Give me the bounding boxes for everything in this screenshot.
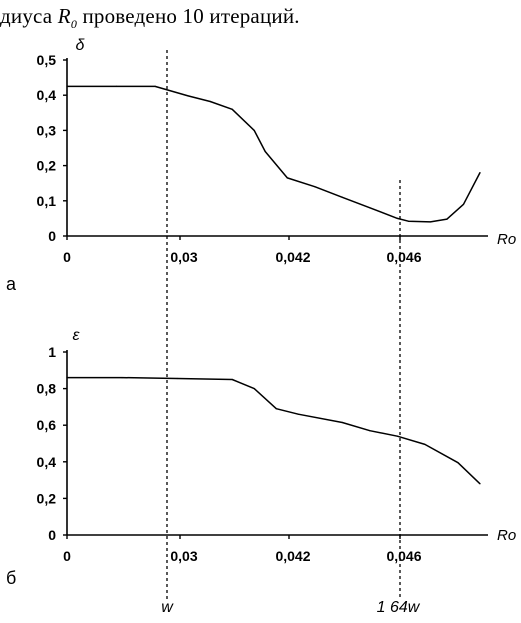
reference-label-w: w [161, 599, 174, 616]
chart-a-x-axis-label: Ro [497, 231, 516, 248]
chart-b-data-point [253, 388, 255, 390]
chart-b-y-tick-label: 0 [48, 527, 56, 543]
chart-a-x-tick-label: 0 [63, 249, 71, 265]
chart-b-panel-label: б [6, 568, 16, 588]
chart-b-data-point [275, 408, 277, 410]
chart-b-series-line [67, 376, 481, 485]
chart-b-data-point [396, 435, 398, 437]
chart-a-data-point [66, 85, 68, 87]
chart-b-data-point [66, 377, 68, 379]
chart-b-y-tick-label: 0,6 [37, 417, 57, 433]
chart-b-x-axis-label: Ro [497, 527, 516, 544]
chart-a-y-axis-label: δ [76, 37, 86, 54]
chart-a-data-point [264, 150, 266, 153]
chart-a-panel-label: а [6, 274, 17, 294]
chart-a-y-tick-label: 0,3 [37, 122, 57, 138]
chart-b-y-tick-label: 1 [48, 344, 56, 360]
chart-a-y-tick-label: 0 [48, 228, 56, 244]
chart-b-data-point [341, 421, 343, 424]
intro-suffix: проведено 10 итераций. [77, 4, 300, 28]
chart-a-y-tick-label: 0,4 [37, 87, 57, 103]
chart-a-data-point [462, 203, 465, 205]
chart-a-series-line [67, 85, 481, 223]
chart-b-data-point [297, 413, 299, 415]
chart-b-data-point [457, 462, 459, 464]
chart-a-x-tick-label: 0,042 [275, 249, 310, 265]
chart-b-x-tick-label: 0,03 [170, 548, 197, 564]
chart-b-x-tick-label: 0,046 [386, 548, 421, 564]
chart-a-data-point [407, 220, 410, 222]
chart-a-data-point [341, 196, 343, 198]
intro-prefix: диуса [0, 4, 58, 28]
chart-b-y-tick-label: 0,2 [37, 490, 57, 506]
chart-a-y-tick-label: 0,5 [37, 52, 57, 68]
chart-a-data-point [154, 85, 156, 87]
chart-a-data-point [396, 217, 398, 219]
chart-a-data-point [429, 221, 432, 223]
chart-a-data-point [314, 186, 316, 188]
chart-a-y-tick-label: 0,2 [37, 158, 57, 174]
chart-b-data-point [369, 430, 371, 432]
intro-text-line: диуса R0 проведено 10 итераций. [0, 4, 300, 32]
chart-a-data-point [479, 172, 481, 174]
intro-variable: R [57, 4, 71, 28]
chart-a-data-point [187, 95, 189, 97]
chart-b-data-point [176, 377, 178, 380]
reference-label-164w: 1 64w [377, 599, 421, 616]
chart-a-data-point [115, 85, 118, 87]
chart-a-data-point [446, 218, 448, 220]
chart-b-data-point [424, 443, 426, 446]
chart-b-y-axis-label: ε [72, 327, 80, 344]
chart-b-x-tick-label: 0 [63, 548, 71, 564]
intro-variable-subscript: 0 [70, 17, 78, 32]
chart-b-data-point [479, 483, 481, 485]
chart-b-y-tick-label: 0,8 [37, 381, 57, 397]
chart-a-data-point [231, 108, 233, 110]
chart-a-data-point [369, 207, 371, 209]
chart-a-y-tick-label: 0,1 [37, 193, 57, 209]
chart-b-y-tick-label: 0,4 [37, 454, 57, 470]
chart-a-data-point [209, 100, 211, 103]
chart-a-data-point [286, 177, 288, 179]
chart-a-x-tick-label: 0,03 [170, 249, 197, 265]
chart-a-data-point [253, 129, 255, 131]
chart-a-x-tick-label: 0,046 [386, 249, 421, 265]
chart-b-data-point [231, 378, 233, 381]
chart-b-data-point [121, 377, 123, 379]
chart-b-x-tick-label: 0,042 [275, 548, 310, 564]
